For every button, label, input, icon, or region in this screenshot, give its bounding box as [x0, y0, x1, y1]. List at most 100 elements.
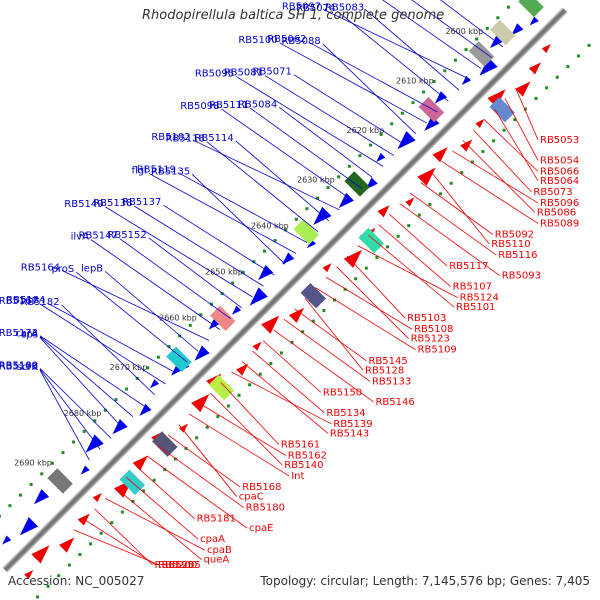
gc-dot — [120, 510, 124, 514]
gc-dot — [61, 451, 65, 455]
gc-dot — [89, 542, 93, 546]
reverse-label-leader — [262, 340, 322, 393]
forward-label-leader — [293, 74, 406, 146]
reverse-label-leader — [410, 192, 497, 256]
feature-block — [47, 468, 73, 494]
reverse-gene-arrow — [417, 167, 436, 186]
gc-dot — [481, 149, 485, 153]
feature-block-rect — [210, 305, 236, 332]
feature-block — [518, 0, 544, 18]
kbp-tick-label: 2690 kbp — [14, 459, 52, 468]
feature-block-rect — [468, 41, 495, 67]
reverse-label-leader — [515, 87, 539, 140]
reverse-gene-label: RB5086 — [537, 207, 576, 218]
forward-gene-label: RB5135 — [151, 166, 190, 177]
forward-gene-arrow — [258, 264, 274, 281]
reverse-gene-arrow — [59, 537, 75, 553]
reverse-gene-arrow — [77, 513, 90, 526]
gc-dot — [110, 521, 114, 525]
reverse-label-leader — [294, 308, 367, 362]
forward-label-leader — [163, 204, 275, 276]
forward-gene-label: RB5164 — [21, 262, 60, 273]
reverse-label-leader — [210, 392, 283, 466]
forward-label-leader — [365, 9, 460, 91]
reverse-gene-label: RB5195 — [155, 560, 194, 571]
forward-gene-label: RB5119 — [137, 165, 176, 176]
forward-gene-label: carA — [15, 329, 38, 340]
feature-block-rect — [358, 227, 384, 254]
gc-dot — [358, 154, 362, 158]
forward-gene-arrow — [19, 517, 39, 536]
forward-gene-label: RB5137 — [122, 197, 161, 208]
forward-label-leader — [439, 0, 504, 48]
forward-label-leader — [264, 75, 395, 156]
reverse-label-leader — [441, 161, 539, 224]
gc-dot — [305, 207, 309, 211]
feature-block — [358, 227, 384, 254]
gc-dot — [82, 429, 86, 433]
reverse-gene-label: cpaB — [207, 545, 232, 556]
feature-block — [152, 431, 178, 457]
reverse-gene-label: RB5110 — [491, 239, 530, 250]
gc-dot — [375, 255, 379, 259]
reverse-gene-label: RB5139 — [333, 419, 372, 430]
reverse-label-leader — [157, 445, 244, 508]
forward-gene-arrow — [434, 91, 448, 104]
reverse-gene-arrow — [236, 363, 249, 376]
feature-block — [210, 305, 236, 332]
gc-dot — [125, 387, 129, 391]
forward-gene-label: RB5081 — [224, 68, 263, 79]
gc-dot — [248, 383, 252, 387]
reverse-gene-label: RB5107 — [453, 282, 492, 293]
gc-dot — [173, 457, 177, 461]
forward-label-leader — [337, 10, 449, 102]
gc-dot — [400, 111, 404, 115]
reverse-gene-arrow — [475, 118, 485, 129]
kbp-ticks: 2600 kbp 2610 kbp 2620 kbp 2630 kbp 2640 kbp… — [14, 27, 483, 467]
kbp-tick-label: 2680 kbp — [64, 409, 102, 418]
forward-label-leader — [221, 108, 351, 200]
kbp-tick-label: 2660 kbp — [159, 314, 197, 323]
reverse-gene-arrow — [191, 393, 210, 413]
forward-gene-label: proS — [52, 264, 75, 275]
gc-dot — [506, 5, 510, 9]
reverse-gene-arrow — [487, 89, 506, 108]
reverse-gene-label: RB5124 — [460, 293, 499, 304]
reverse-gene-arrow — [528, 62, 541, 75]
forward-gene-label: RB5083 — [325, 2, 364, 13]
forward-gene-label: lepB — [81, 263, 103, 274]
feature-tracks — [2, 0, 551, 580]
reverse-gene-labels: RB5053RB5054RB5064RB5066RB5073RB5086RB50… — [73, 87, 579, 571]
forward-gene-label: RB5167 — [0, 296, 38, 307]
reverse-gene-arrow — [132, 455, 148, 471]
reverse-gene-label: RB5162 — [288, 451, 327, 462]
forward-label-leader — [250, 107, 362, 189]
gc-dot — [502, 128, 506, 132]
forward-gene-label: RB5173 — [0, 328, 38, 339]
reverse-gene-label: RB5103 — [407, 313, 446, 324]
reverse-label-leader — [283, 318, 371, 382]
reverse-gene-arrow — [31, 545, 50, 564]
reverse-label-leader — [388, 213, 448, 267]
gc-dot — [216, 415, 220, 419]
forward-label-leader — [134, 205, 264, 287]
gc-dot — [273, 239, 277, 243]
gc-dot — [195, 436, 199, 440]
gc-dot — [146, 366, 150, 370]
forward-label-leader — [39, 336, 134, 417]
forward-label-leader — [382, 0, 482, 69]
gc-dot — [156, 355, 160, 359]
forward-gene-label: RB5152 — [107, 230, 146, 241]
feature-block — [344, 171, 370, 197]
forward-label-leader — [76, 271, 188, 363]
reverse-gene-label: cpaA — [200, 534, 225, 545]
reverse-gene-label: RB5145 — [368, 356, 407, 367]
forward-gene-arrow — [149, 379, 160, 389]
map-title: Rhodopirellula baltica SH 1, complete ge… — [142, 8, 445, 23]
reverse-label-leader — [146, 455, 248, 529]
genome-backbone — [2, 7, 568, 573]
forward-gene-label: RB5184 — [6, 295, 45, 306]
gc-dot — [449, 181, 453, 185]
forward-gene-arrow — [208, 317, 221, 330]
forward-gene-arrow — [306, 239, 317, 249]
